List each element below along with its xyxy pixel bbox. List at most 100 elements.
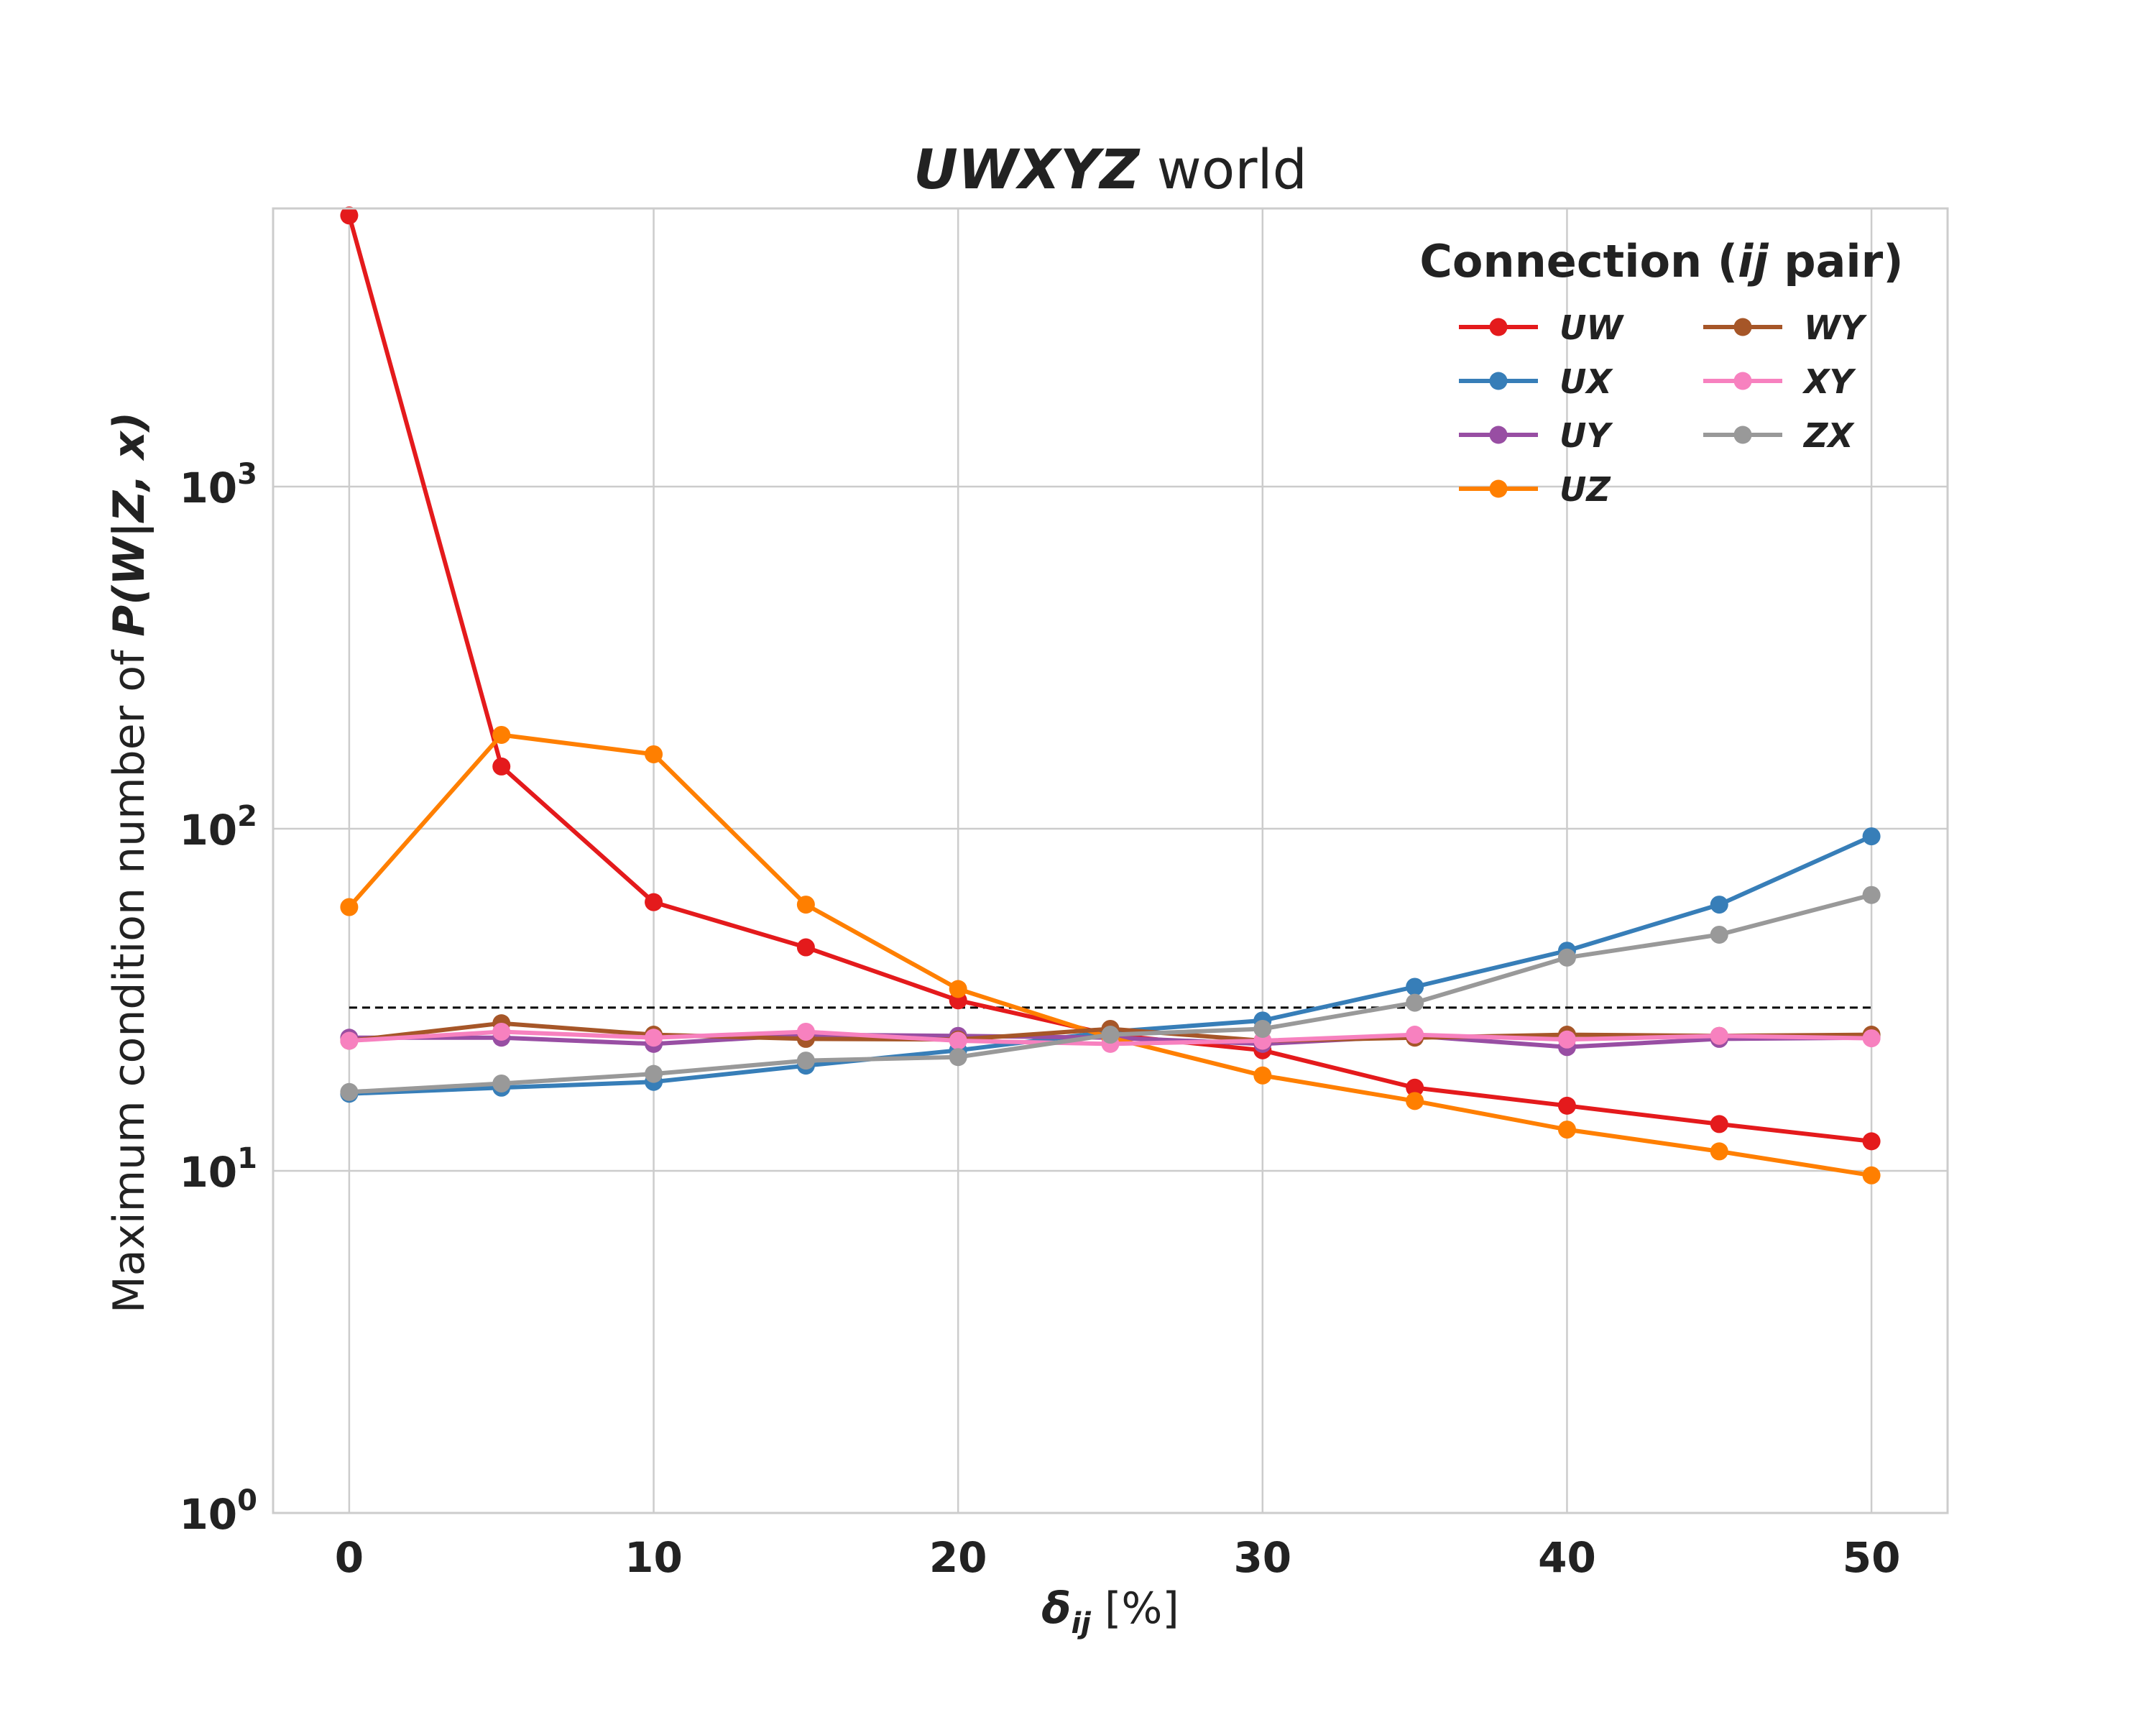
- legend-swatch-marker: [1489, 426, 1508, 444]
- y-axis-label-expr: P(W|Z, x): [104, 412, 155, 637]
- legend-swatch-marker: [1489, 372, 1508, 390]
- data-point-uz: [340, 898, 359, 916]
- legend-title: Connection (ij pair): [1419, 235, 1903, 288]
- x-axis-subscript: ij: [1071, 1607, 1092, 1640]
- data-point-uz: [1406, 1092, 1424, 1110]
- legend-label: UY: [1560, 416, 1613, 455]
- x-axis-unit: [%]: [1091, 1583, 1179, 1634]
- series-line-uz: [347, 732, 1872, 1178]
- y-axis-label-prefix: Maximum condition number of: [104, 637, 155, 1313]
- data-point-xy: [1710, 1026, 1728, 1045]
- x-tick-label: 0: [335, 1533, 364, 1582]
- data-point-zx: [1101, 1026, 1120, 1044]
- series-line-ux: [349, 834, 1873, 1096]
- series-line-zx: [349, 893, 1872, 1095]
- legend-swatch-marker: [1733, 426, 1752, 444]
- data-point-zx: [1557, 948, 1576, 967]
- legend-title-prefix: Connection (: [1419, 235, 1738, 288]
- data-point-uz: [1710, 1142, 1728, 1161]
- chart-title: UWXYZ world: [913, 137, 1307, 201]
- x-axis-label: δij [%]: [1041, 1583, 1179, 1640]
- legend-entry-uz: UZ: [1459, 470, 1611, 509]
- x-tick-label: 20: [929, 1533, 987, 1582]
- legend-entry-ux: UX: [1459, 362, 1613, 401]
- legend-swatch-marker: [1733, 372, 1752, 390]
- data-point-zx: [1710, 925, 1728, 944]
- data-point-ux: [1406, 978, 1424, 996]
- x-tick-label: 40: [1538, 1533, 1596, 1582]
- data-point-uw: [645, 893, 663, 911]
- legend-entry-xy: XY: [1703, 362, 1856, 401]
- data-point-zx: [1406, 993, 1424, 1012]
- legend-swatch-marker: [1733, 318, 1752, 336]
- x-tick-label: 30: [1233, 1533, 1291, 1582]
- y-tick-label: 102: [179, 800, 257, 855]
- data-point-xy: [1557, 1030, 1576, 1049]
- data-point-xy: [645, 1029, 663, 1047]
- data-point-uz: [796, 896, 815, 914]
- legend-entry-uw: UW: [1459, 308, 1624, 347]
- legend-title-suffix: pair): [1769, 235, 1904, 288]
- data-point-zx: [949, 1048, 967, 1067]
- data-point-zx: [796, 1052, 815, 1070]
- data-point-xy: [796, 1022, 815, 1041]
- y-tick-label: 103: [179, 458, 257, 512]
- title-rest: world: [1139, 137, 1307, 201]
- data-point-uw: [796, 938, 815, 957]
- data-point-uz: [949, 980, 967, 998]
- y-tick-labels: 100 101 102 103: [179, 458, 257, 1539]
- data-point-xy: [949, 1031, 967, 1050]
- data-point-uw: [1862, 1132, 1881, 1151]
- data-point-zx: [645, 1064, 663, 1083]
- data-point-zx: [1253, 1019, 1272, 1038]
- legend-label: ZX: [1802, 416, 1855, 455]
- grid: [273, 208, 1948, 1513]
- legend-entry-wy: WY: [1703, 308, 1868, 347]
- title-bold: UWXYZ: [913, 137, 1141, 201]
- data-point-ux: [1710, 896, 1728, 914]
- series-line-uw: [347, 215, 1872, 1144]
- y-axis-label: Maximum condition number of P(W|Z, x): [104, 412, 155, 1313]
- legend-items: UW UX UY UZ WY XY ZX: [1459, 308, 1868, 509]
- data-point-xy: [492, 1022, 511, 1041]
- x-axis-symbol: δ: [1041, 1583, 1071, 1634]
- data-point-uz: [492, 725, 511, 744]
- y-tick-label: 100: [179, 1484, 257, 1539]
- data-point-xy: [1862, 1029, 1881, 1048]
- legend-label: UW: [1560, 308, 1624, 347]
- data-point-uw: [340, 206, 359, 225]
- legend-entry-zx: ZX: [1703, 416, 1855, 455]
- legend: Connection (ij pair) UW UX UY UZ WY XY ZX: [1419, 235, 1903, 509]
- data-point-xy: [340, 1031, 359, 1050]
- series-ux: [340, 827, 1881, 1103]
- data-point-zx: [1862, 886, 1881, 904]
- series-group: [340, 206, 1881, 1184]
- x-tick-labels: 0 10 20 30 40 50: [335, 1533, 1901, 1582]
- data-point-uw: [1406, 1078, 1424, 1097]
- data-point-uw: [1710, 1115, 1728, 1133]
- data-point-zx: [340, 1082, 359, 1101]
- data-point-uz: [1557, 1121, 1576, 1139]
- legend-label: UZ: [1560, 470, 1611, 509]
- legend-label: UX: [1560, 362, 1613, 401]
- x-tick-label: 10: [625, 1533, 683, 1582]
- legend-title-italic: ij: [1738, 235, 1769, 288]
- series-zx: [340, 886, 1881, 1101]
- data-point-uz: [1862, 1166, 1881, 1184]
- data-point-xy: [1406, 1026, 1424, 1044]
- legend-swatch-marker: [1489, 318, 1508, 336]
- legend-entry-uy: UY: [1459, 416, 1613, 455]
- data-point-uz: [1253, 1066, 1272, 1085]
- data-point-zx: [492, 1074, 511, 1092]
- data-point-uw: [1557, 1096, 1576, 1115]
- series-uw: [340, 206, 1881, 1151]
- data-point-uw: [492, 757, 511, 776]
- x-tick-label: 50: [1843, 1533, 1901, 1582]
- legend-label: XY: [1802, 362, 1856, 401]
- data-point-ux: [1862, 827, 1881, 846]
- plot-frame: [272, 207, 1949, 1514]
- legend-swatch-marker: [1489, 479, 1508, 498]
- data-point-uz: [645, 745, 663, 763]
- y-tick-label: 101: [179, 1142, 257, 1197]
